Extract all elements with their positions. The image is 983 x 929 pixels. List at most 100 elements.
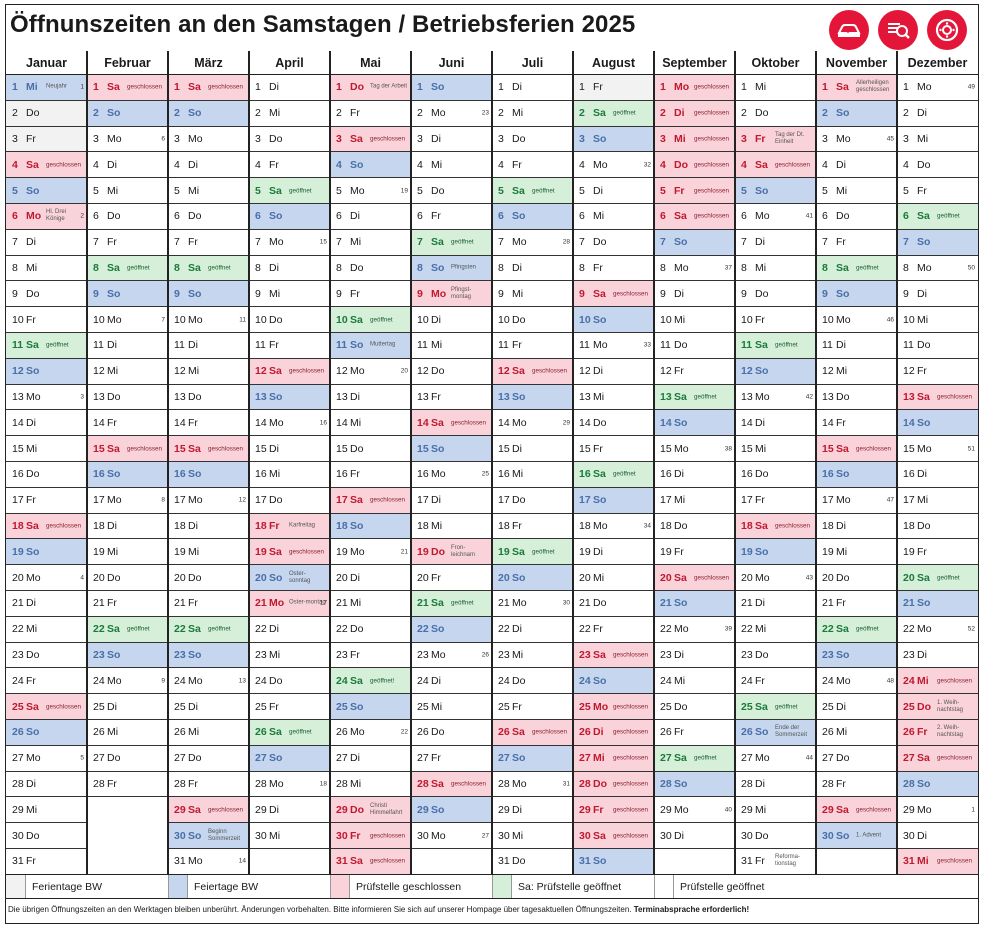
day-status: geöffnet bbox=[289, 728, 312, 736]
weekday: Mi bbox=[593, 390, 605, 403]
legend-label: Ferientage BW bbox=[32, 881, 103, 893]
day-number: 15 bbox=[93, 442, 105, 455]
weekday: Mi bbox=[593, 210, 605, 223]
day-cell: 3 Mo 6 bbox=[87, 127, 168, 153]
day-cell: 29 Mo 1 bbox=[897, 797, 978, 824]
weekday: Do bbox=[593, 597, 607, 610]
day-cell: 6 Do bbox=[87, 204, 168, 230]
day-number: 12 bbox=[903, 365, 915, 378]
weekday: So bbox=[512, 571, 526, 584]
day-cell: 14 Mi bbox=[330, 410, 411, 437]
day-cell: 17 Do bbox=[249, 488, 330, 514]
day-cell: 6 Sa geöffnet bbox=[897, 204, 978, 230]
week-number: 20 bbox=[400, 367, 408, 375]
day-number: 14 bbox=[903, 416, 915, 429]
weekday: Do bbox=[188, 752, 202, 765]
day-status: geschlossen bbox=[370, 832, 406, 840]
day-cell: 8 Mo 50 bbox=[897, 256, 978, 282]
day-cell: 19 Mi bbox=[87, 539, 168, 566]
weekday: Sa bbox=[755, 158, 768, 171]
weekday: So bbox=[593, 494, 607, 507]
day-number: 25 bbox=[498, 700, 510, 713]
day-number: 21 bbox=[822, 597, 834, 610]
day-number: 22 bbox=[822, 623, 834, 636]
day-cell: 9 Mi bbox=[249, 281, 330, 308]
weekday: Di bbox=[107, 339, 117, 352]
day-number: 17 bbox=[741, 494, 753, 507]
day-cell: 10 Mo 11 bbox=[168, 307, 249, 333]
day-cell: 26 Sa geschlossen bbox=[492, 720, 573, 746]
day-number: 9 bbox=[579, 287, 585, 300]
day-cell: 18 Mo 34 bbox=[573, 514, 654, 540]
day-number: 4 bbox=[255, 158, 261, 171]
day-cell: 27 Fr bbox=[411, 746, 492, 772]
day-cell: 15 Di bbox=[492, 436, 573, 462]
day-cell: 25 Mi bbox=[411, 694, 492, 720]
day-cell: 2 Fr bbox=[330, 101, 411, 127]
weekday: Di bbox=[917, 287, 927, 300]
weekday: Mo bbox=[836, 494, 851, 507]
day-number: 9 bbox=[174, 287, 180, 300]
day-number: 13 bbox=[903, 390, 915, 403]
week-number: 4 bbox=[80, 574, 84, 582]
day-cell: 31 Sa geschlossen bbox=[330, 849, 411, 875]
day-cell: 26 Fr bbox=[654, 720, 735, 746]
day-cell: 5 Fr geschlossen bbox=[654, 178, 735, 204]
day-number: 23 bbox=[579, 648, 591, 661]
weekday: Mo bbox=[269, 236, 284, 249]
day-number: 24 bbox=[174, 674, 186, 687]
weekday: Sa bbox=[269, 365, 282, 378]
week-number: 25 bbox=[481, 470, 489, 478]
day-cell: 4 Mi bbox=[411, 152, 492, 179]
day-number: 19 bbox=[417, 545, 429, 558]
weekday: Fr bbox=[755, 313, 765, 326]
weekday: Mi bbox=[917, 494, 929, 507]
day-cell: 1 Di bbox=[492, 75, 573, 101]
weekday: So bbox=[512, 752, 526, 765]
weekday: Di bbox=[107, 519, 117, 532]
day-number: 30 bbox=[741, 829, 753, 842]
day-number: 30 bbox=[903, 829, 915, 842]
day-cell: 11 Mi bbox=[411, 333, 492, 359]
weekday: So bbox=[674, 777, 688, 790]
weekday: Fr bbox=[836, 777, 846, 790]
day-status: geschlossen bbox=[451, 780, 487, 788]
day-number: 16 bbox=[417, 468, 429, 481]
workshop-search-icon bbox=[888, 23, 910, 39]
weekday: Di bbox=[269, 803, 279, 816]
day-cell: 30 So 1. Advent bbox=[816, 823, 897, 849]
day-number: 13 bbox=[174, 390, 186, 403]
day-number: 30 bbox=[12, 829, 24, 842]
day-number: 25 bbox=[579, 700, 591, 713]
week-number: 34 bbox=[643, 522, 651, 530]
weekday: Fr bbox=[755, 674, 765, 687]
day-status: geschlossen bbox=[370, 496, 406, 504]
day-number: 25 bbox=[93, 700, 105, 713]
weekday: So bbox=[755, 726, 769, 739]
day-number: 24 bbox=[93, 674, 105, 687]
weekday: Fr bbox=[26, 674, 36, 687]
day-status: geschlossen bbox=[694, 109, 730, 117]
weekday: Do bbox=[107, 571, 121, 584]
weekday: Di bbox=[674, 468, 684, 481]
day-cell: 22 So bbox=[411, 616, 492, 643]
day-cell: 3 Do bbox=[249, 127, 330, 153]
day-status: geschlossen bbox=[451, 419, 487, 427]
day-number: 27 bbox=[93, 752, 105, 765]
week-number: 26 bbox=[481, 651, 489, 659]
day-number: 3 bbox=[579, 132, 585, 145]
day-status: geschlossen bbox=[694, 83, 730, 91]
day-number: 16 bbox=[12, 468, 24, 481]
day-number: 3 bbox=[417, 132, 423, 145]
day-cell: 17 Fr bbox=[735, 488, 816, 514]
day-cell: 22 Fr bbox=[573, 617, 654, 643]
weekday: Di bbox=[512, 442, 522, 455]
day-cell: 15 Sa geschlossen bbox=[87, 436, 168, 462]
day-number: 23 bbox=[12, 648, 24, 661]
weekday: Di bbox=[917, 468, 927, 481]
week-number: 51 bbox=[967, 445, 975, 453]
weekday: Mo bbox=[836, 674, 851, 687]
day-cell: 30 Do bbox=[6, 823, 87, 849]
day-cell: 29 Fr geschlossen bbox=[573, 797, 654, 824]
day-number: 7 bbox=[93, 236, 99, 249]
